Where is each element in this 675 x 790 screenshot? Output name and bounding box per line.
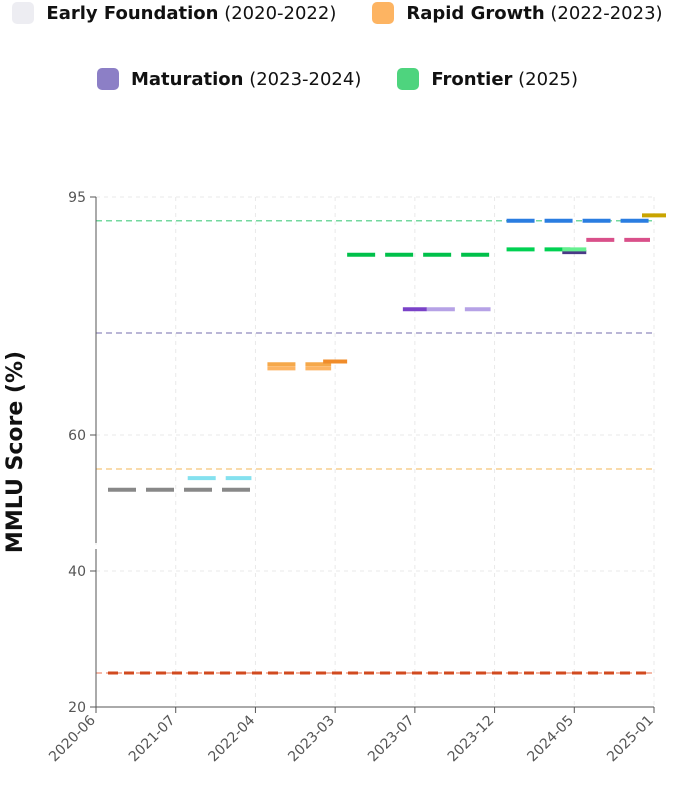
legend-swatch-frontier bbox=[397, 68, 420, 90]
legend-item-frontier[interactable]: Frontier (2025) bbox=[397, 68, 578, 90]
y-axis-title: MMLU Score (%) bbox=[3, 351, 28, 553]
x-tick-label: 2024-05 bbox=[524, 713, 577, 766]
legend-label: Rapid Growth bbox=[406, 2, 545, 24]
legend-item-early-foundation[interactable]: Early Foundation (2020-2022) bbox=[12, 2, 336, 24]
legend-range: (2025) bbox=[518, 68, 579, 90]
legend-item-rapid-growth[interactable]: Rapid Growth (2022-2023) bbox=[372, 2, 663, 24]
legend-label: Maturation bbox=[130, 68, 244, 90]
legend-row-2: Maturation (2023-2024) Frontier (2025) bbox=[0, 68, 675, 90]
legend-swatch-maturation bbox=[96, 68, 119, 90]
legend-row-1: Early Foundation (2020-2022) Rapid Growt… bbox=[0, 2, 675, 24]
x-tick-label: 2020-06 bbox=[46, 712, 99, 765]
y-tick-label: 60 bbox=[68, 428, 86, 444]
x-tick-label: 2023-12 bbox=[445, 713, 498, 766]
x-tick-label: 2025-01 bbox=[604, 713, 657, 766]
y-tick-label: 40 bbox=[68, 564, 86, 580]
x-tick-label: 2023-03 bbox=[285, 713, 338, 766]
legend-swatch-early-foundation bbox=[12, 2, 35, 24]
y-tick-label: 20 bbox=[68, 700, 86, 716]
x-tick-label: 2021-07 bbox=[126, 713, 179, 766]
legend-range: (2022-2023) bbox=[550, 2, 663, 24]
y-tick-label: 95 bbox=[68, 190, 86, 206]
legend-label: Frontier bbox=[431, 68, 513, 90]
x-tick-label: 2023-07 bbox=[365, 713, 418, 766]
legend-label: Early Foundation bbox=[46, 2, 219, 24]
legend-range: (2020-2022) bbox=[224, 2, 337, 24]
legend-item-maturation[interactable]: Maturation (2023-2024) bbox=[96, 68, 362, 90]
x-tick-label: 2022-04 bbox=[206, 712, 259, 765]
legend-swatch-rapid-growth bbox=[372, 2, 395, 24]
legend-range: (2023-2024) bbox=[249, 68, 362, 90]
